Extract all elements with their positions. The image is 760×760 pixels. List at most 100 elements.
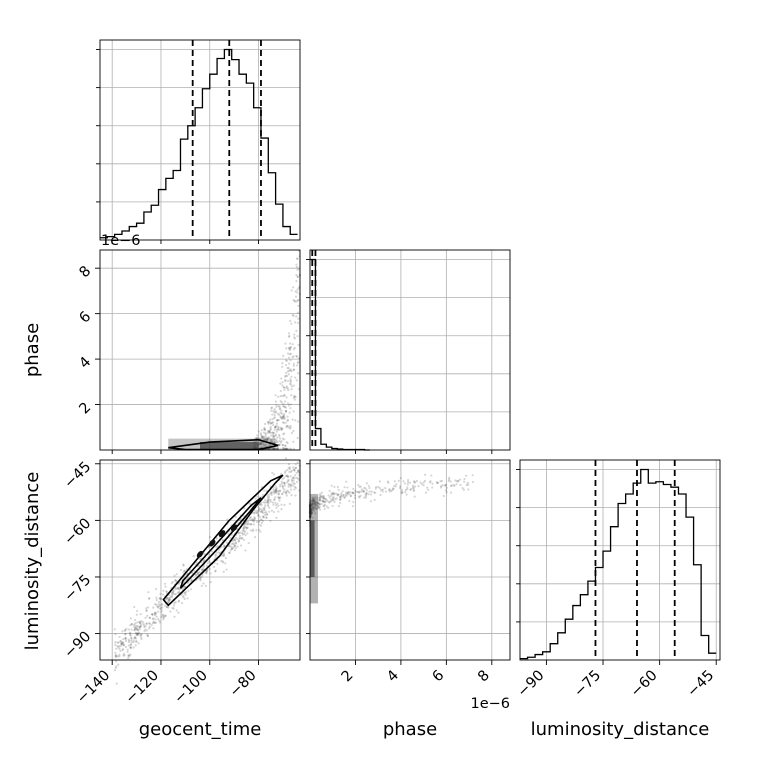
scatter-point — [256, 434, 259, 437]
scatter-point — [256, 511, 259, 514]
scatter-point — [285, 492, 288, 495]
scatter-point — [260, 442, 263, 445]
scatter-point — [436, 481, 440, 484]
scatter-point — [147, 591, 150, 594]
tick-label-x-phase-3: 8 — [475, 668, 493, 686]
scatter-point — [319, 499, 323, 502]
tick-label-x-phase-1: 4 — [384, 668, 402, 686]
x-axis-label-geocent-time: geocent_time — [139, 719, 262, 740]
scatter-point — [284, 457, 288, 460]
scatter-point — [462, 488, 465, 491]
scatter-point — [465, 474, 468, 477]
scatter-point — [266, 495, 269, 498]
scatter-point — [279, 472, 283, 476]
density-core-blob — [230, 524, 238, 532]
scatter-point — [272, 510, 276, 514]
scatter-point — [184, 593, 187, 596]
scatter-point — [158, 597, 161, 600]
scatter-point — [369, 500, 373, 503]
scatter-point — [268, 447, 271, 450]
scatter-point — [283, 482, 286, 485]
scatter-point — [237, 540, 240, 543]
histogram-layer — [100, 48, 717, 660]
scatter-point — [272, 433, 275, 437]
scatter-point — [228, 551, 231, 554]
scatter-point — [337, 504, 340, 508]
scatter-point — [254, 497, 257, 500]
scatter-point — [283, 386, 286, 389]
scatter-point — [289, 382, 292, 385]
scatter-point — [331, 499, 335, 502]
scatter-point — [269, 427, 272, 430]
scatter-point — [270, 491, 273, 495]
scatter-point — [233, 539, 237, 542]
scatter-point — [317, 506, 320, 509]
scatter-point — [119, 640, 122, 643]
scatter-point — [318, 494, 321, 497]
scatter-point — [269, 498, 272, 502]
scatter-point — [310, 512, 314, 515]
scatter-point — [269, 428, 272, 431]
scatter-point — [281, 485, 284, 488]
scatter-point — [278, 443, 281, 447]
scatter-point — [344, 495, 348, 498]
scatter-point — [173, 574, 176, 577]
scatter-point — [296, 461, 299, 464]
scatter-point — [296, 311, 300, 314]
scatter-point — [413, 481, 416, 484]
scatter-point — [186, 597, 189, 600]
scatter-point — [295, 476, 298, 479]
scatter-point — [221, 538, 224, 542]
scatter-point — [281, 477, 284, 480]
scatter-point — [444, 483, 448, 486]
scatter-point — [428, 481, 432, 484]
scatter-point — [282, 414, 286, 417]
scatter-point — [223, 544, 226, 547]
scatter-point — [315, 501, 318, 504]
scatter-point — [238, 534, 242, 537]
scatter-point — [281, 484, 284, 488]
scatter-point — [273, 408, 276, 411]
scatter-point — [161, 613, 164, 616]
scatter-point — [142, 624, 146, 627]
scatter-point — [292, 348, 296, 351]
scatter-point — [114, 641, 117, 644]
scatter-point — [286, 481, 289, 484]
scatter-point — [259, 432, 262, 435]
scatter-point — [269, 438, 272, 441]
scatter-point — [275, 428, 279, 431]
scatter-point — [133, 622, 137, 625]
scatter-point — [200, 576, 203, 579]
scatter-point — [132, 624, 135, 627]
scatter-point — [265, 511, 268, 514]
scatter-point — [266, 499, 269, 502]
scatter-point — [399, 485, 402, 488]
scatter-point — [133, 625, 136, 629]
scatter-point — [256, 509, 260, 512]
scatter-point — [128, 639, 131, 642]
scatter-point — [447, 479, 450, 483]
scatter-point — [136, 632, 139, 636]
scatter-point — [132, 640, 135, 644]
frame-panel-luminosity_distance-luminosity_distance — [519, 459, 721, 661]
scatter-point — [270, 439, 273, 443]
scatter-point — [286, 366, 289, 370]
scatter-point — [193, 569, 196, 573]
scatter-point — [194, 573, 198, 576]
scatter-point — [288, 502, 291, 505]
scatter-point — [358, 490, 361, 493]
scatter-point — [225, 568, 228, 571]
scatter-point — [310, 506, 313, 509]
scatter-point — [246, 522, 249, 525]
scatter-point — [408, 481, 411, 484]
scatter-point — [311, 502, 314, 505]
scatter-point — [138, 621, 141, 624]
scatter-point — [287, 478, 290, 482]
scatter-point — [317, 506, 320, 510]
scatter-point — [122, 643, 126, 646]
scatter-point — [402, 480, 405, 483]
scatter-point — [122, 644, 125, 647]
scatter-point — [375, 485, 378, 489]
scatter-point — [313, 498, 316, 502]
scatter-point — [175, 609, 178, 612]
